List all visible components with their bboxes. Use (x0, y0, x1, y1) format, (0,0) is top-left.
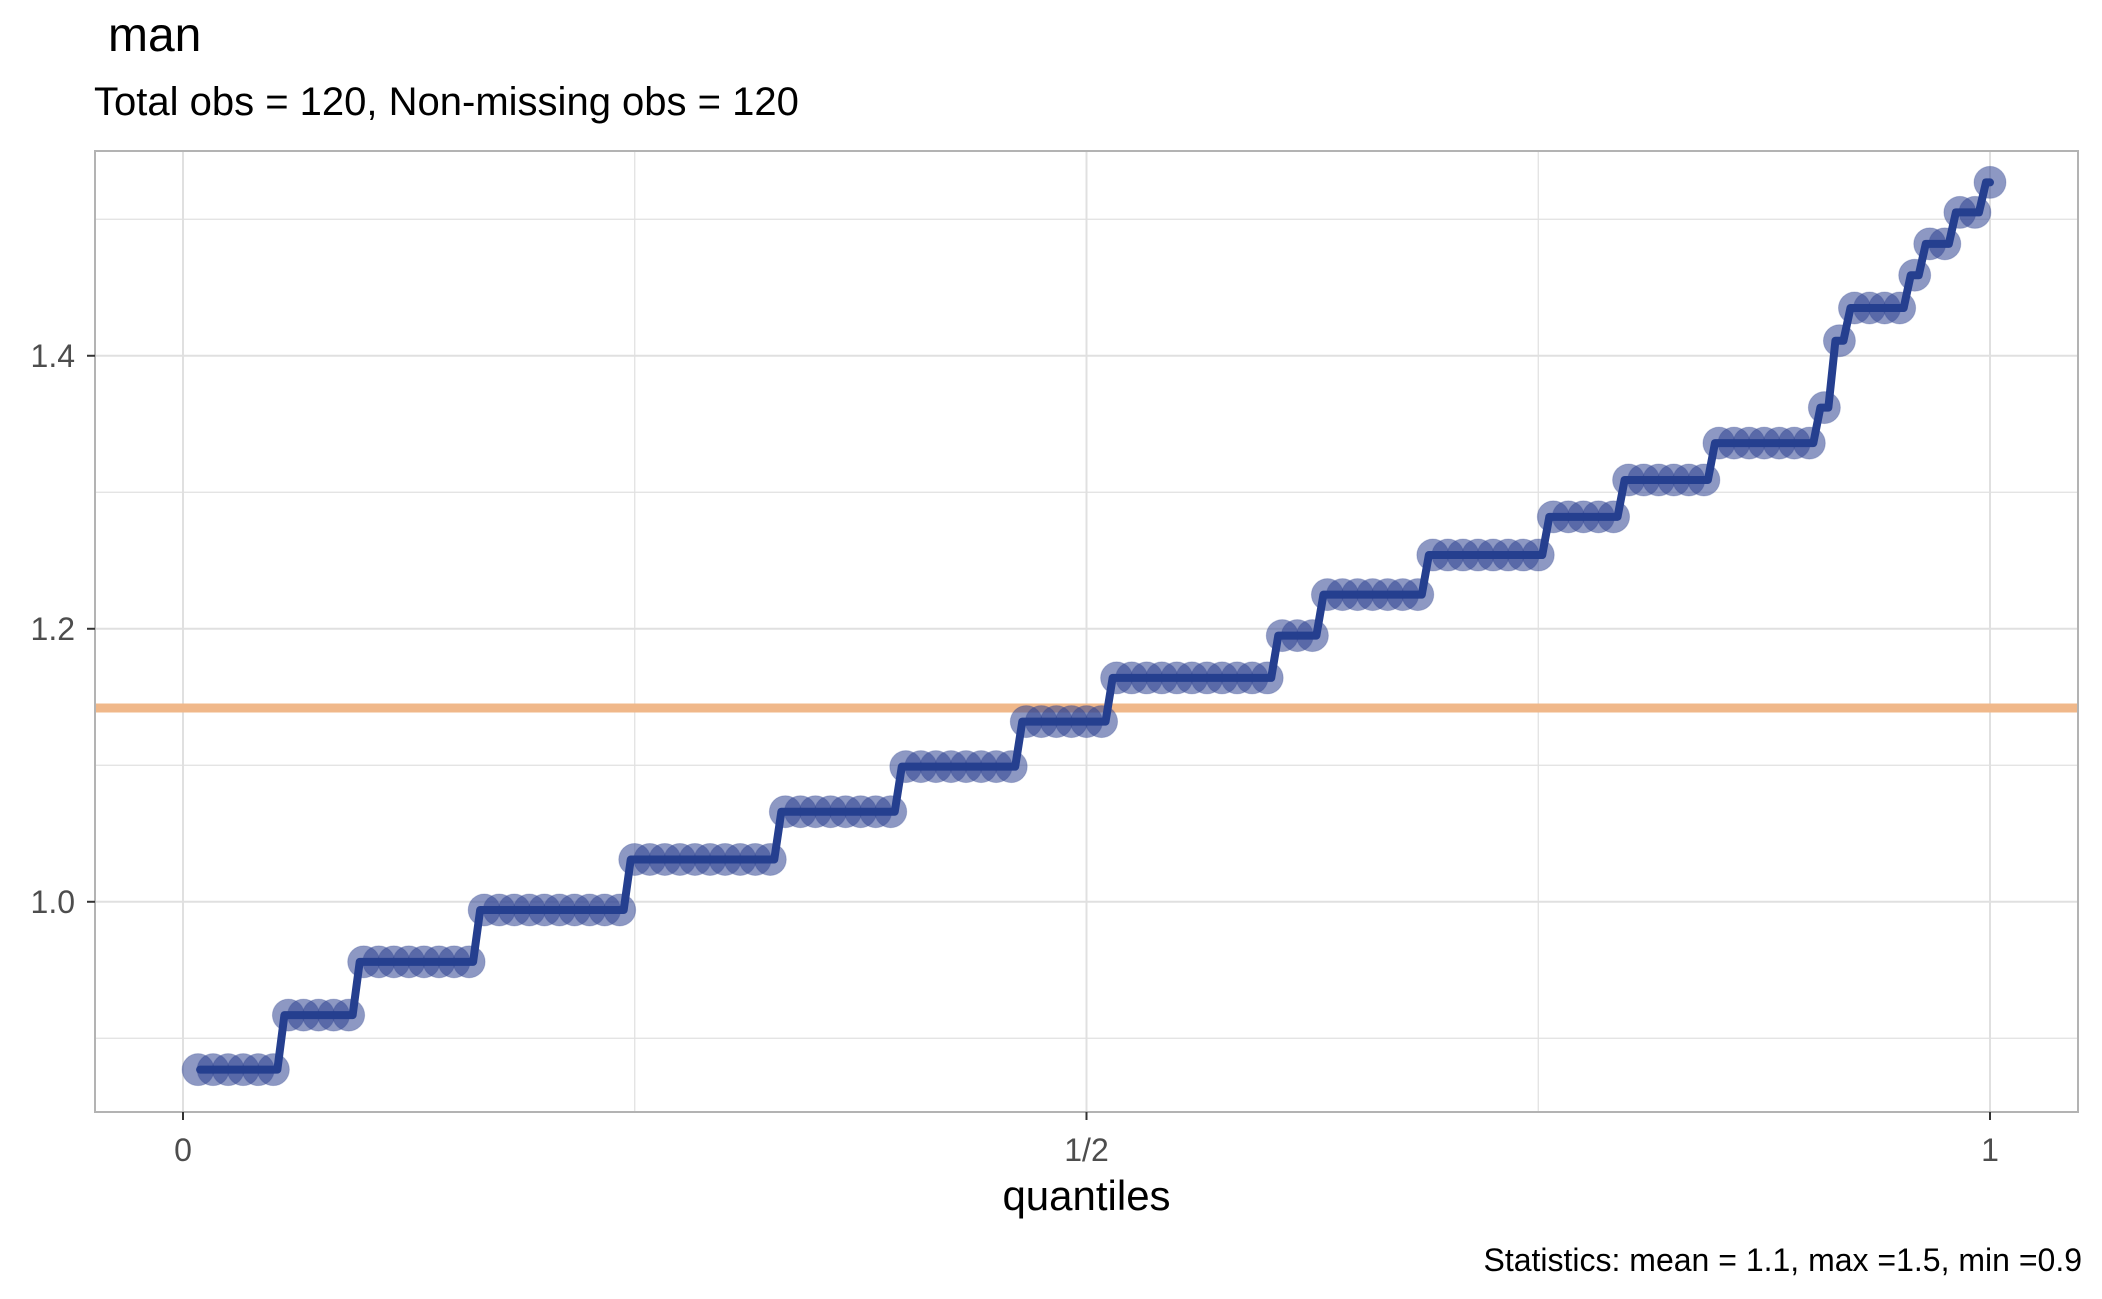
y-tick-label: 1.2 (31, 611, 75, 647)
x-tick-label: 1 (1981, 1132, 1999, 1168)
axes: 0 1/2 1 1.0 1.2 1.4 (31, 338, 1999, 1168)
statistics-caption: Statistics: mean = 1.1, max =1.5, min =0… (1483, 1242, 2082, 1278)
chart-subtitle: Total obs = 120, Non-missing obs = 120 (94, 80, 799, 124)
x-tick-label: 1/2 (1064, 1132, 1108, 1168)
x-tick-label: 0 (174, 1132, 192, 1168)
grid-lines (95, 151, 2078, 1112)
y-tick-label: 1.0 (31, 884, 75, 920)
chart-title: man (108, 9, 202, 62)
step-line (196, 178, 1994, 1074)
y-tick-label: 1.4 (31, 338, 75, 374)
x-axis-title: quantiles (1002, 1172, 1170, 1219)
